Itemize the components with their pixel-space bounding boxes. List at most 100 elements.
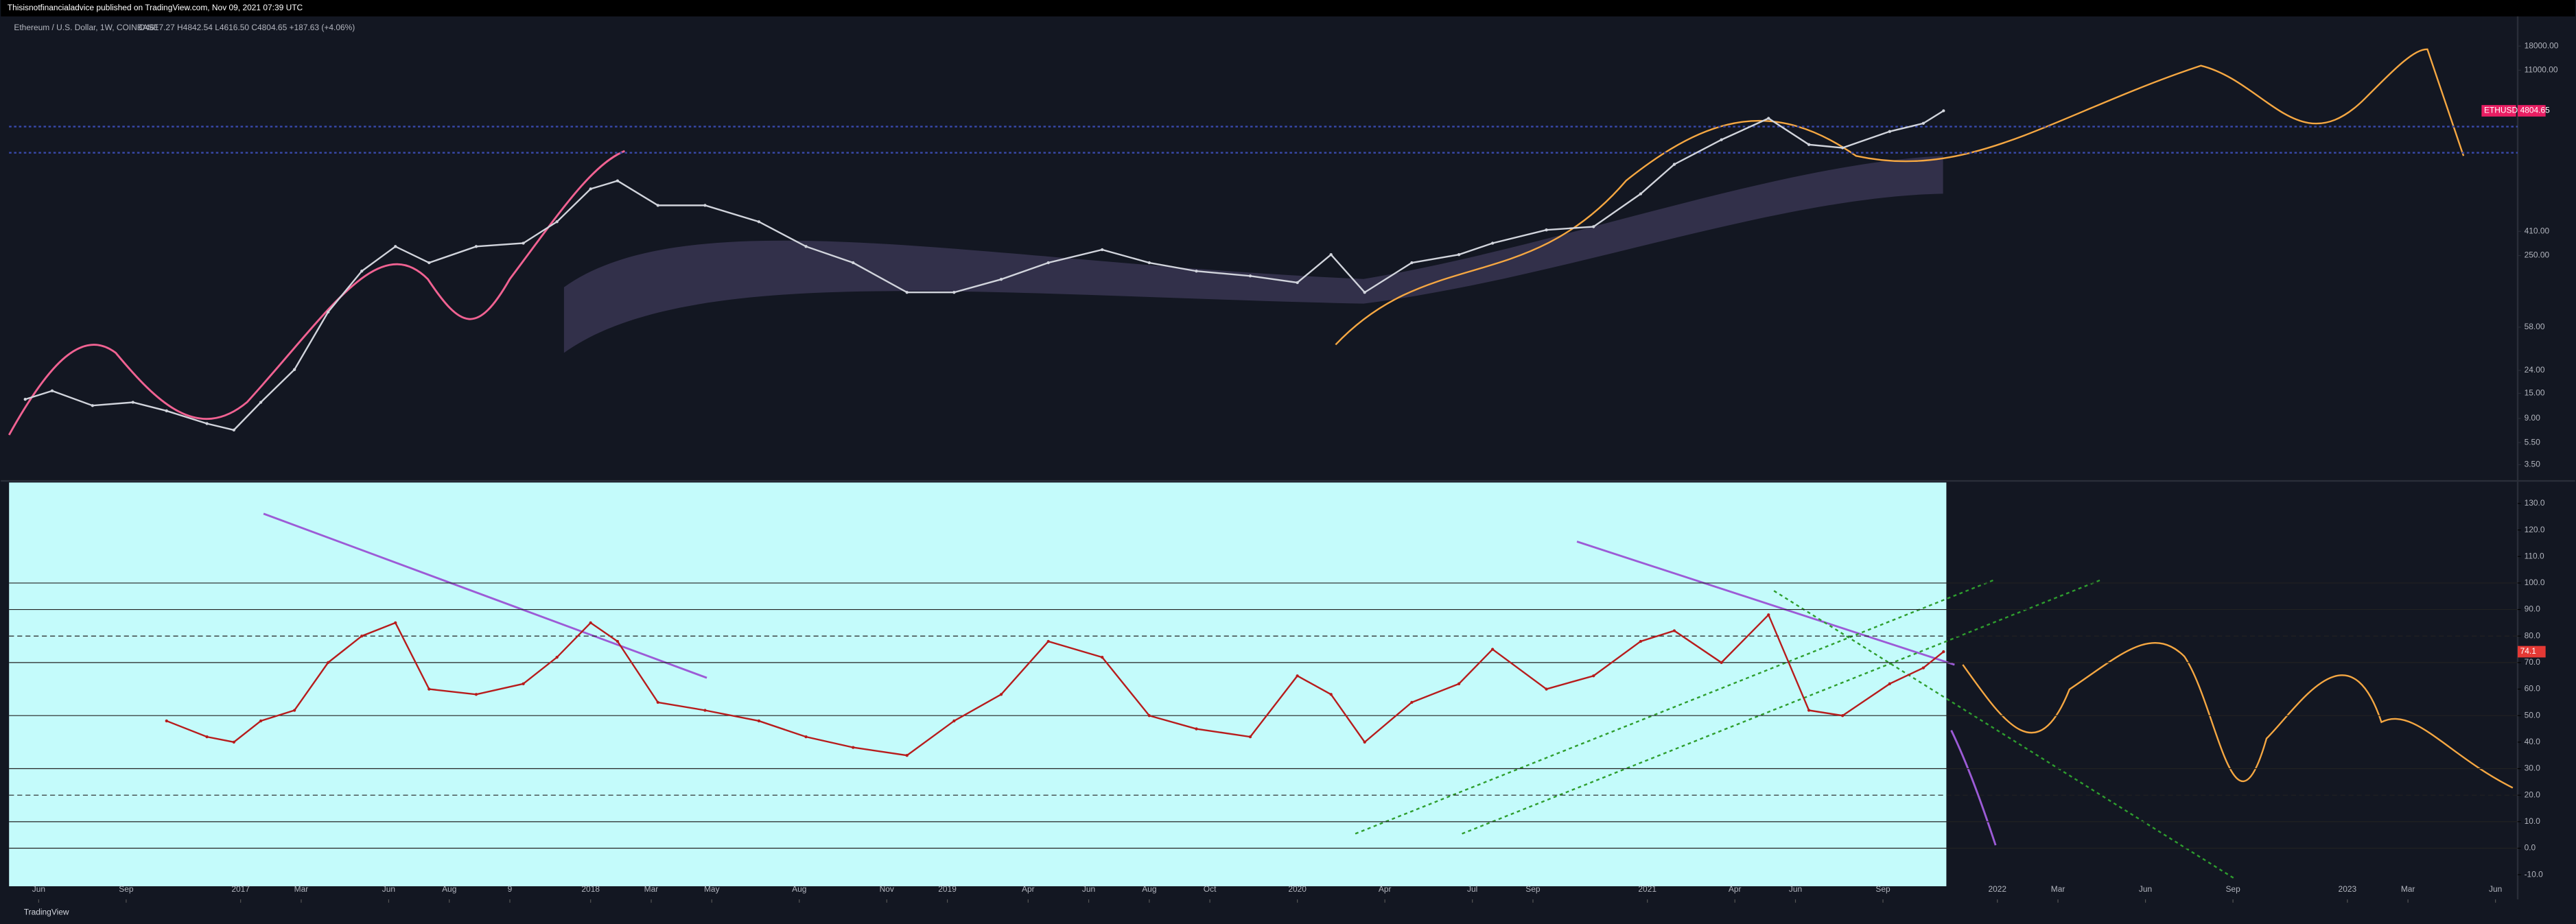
data-point: [1410, 261, 1414, 265]
x-tick-label: Nov: [880, 884, 894, 894]
x-tick-label: Jun: [2139, 884, 2152, 894]
y-tick-label: -10.0: [2525, 869, 2544, 879]
data-point: [1720, 661, 1723, 665]
data-point: [1767, 613, 1770, 617]
data-point: [232, 428, 235, 432]
data-point: [616, 179, 620, 182]
data-point: [1672, 629, 1676, 632]
data-point: [1841, 146, 1845, 150]
data-point: [1639, 639, 1643, 643]
data-point: [616, 639, 620, 643]
data-point: [1363, 740, 1366, 744]
x-tick-label: 2017: [231, 884, 250, 894]
data-point: [1545, 687, 1548, 691]
data-point: [555, 220, 559, 224]
brand: TradingView: [24, 907, 69, 916]
data-point: [1248, 274, 1252, 278]
data-point: [327, 310, 330, 313]
y-tick-label: 18000.00: [2525, 40, 2559, 50]
top-bar: [1, 0, 2575, 16]
data-point: [1767, 117, 1770, 120]
data-point: [165, 719, 168, 723]
data-point: [292, 368, 296, 371]
y-tick-label: 20.0: [2525, 790, 2541, 799]
data-point: [131, 401, 134, 404]
data-point: [589, 621, 592, 625]
data-point: [522, 241, 525, 245]
data-point: [394, 245, 397, 248]
data-point: [522, 682, 525, 685]
data-point: [259, 401, 263, 404]
trend-line: [263, 512, 1997, 846]
x-tick-label: Apr: [1379, 884, 1392, 894]
x-tick-label: 2019: [938, 884, 957, 894]
x-tick-label: Apr: [1729, 884, 1742, 894]
data-point: [589, 187, 592, 191]
ohlc-legend: O4617.27 H4842.54 L4616.50 C4804.65 +187…: [139, 23, 355, 32]
price-tag: [2518, 105, 2546, 117]
data-point: [205, 422, 209, 425]
data-point: [1195, 727, 1198, 731]
x-tick-label: Aug: [442, 884, 456, 894]
data-point: [1592, 225, 1595, 228]
data-point: [1672, 163, 1676, 166]
data-point: [952, 719, 956, 723]
data-point: [1490, 648, 1495, 651]
data-point: [1639, 192, 1643, 196]
x-tick-label: Oct: [1204, 884, 1217, 894]
x-tick-label: 2021: [1638, 884, 1656, 894]
data-point: [23, 397, 27, 401]
data-point: [1046, 639, 1050, 643]
publish-info: Thisisnotfinancialadvice published on Tr…: [8, 3, 303, 12]
y-tick-label: 30.0: [2525, 763, 2541, 773]
data-point: [1046, 261, 1050, 265]
drawing: [1335, 48, 2465, 346]
x-tick-label: Jun: [1789, 884, 1802, 894]
symbol-tag: [2481, 105, 2516, 117]
y-tick-label: 100.0: [2525, 578, 2545, 587]
data-point: [1410, 700, 1414, 704]
data-point: [165, 409, 168, 413]
data-point: [656, 204, 659, 207]
price-tag-label: 4804.65: [2520, 106, 2551, 115]
data-point: [1545, 228, 1548, 232]
data-point: [852, 746, 855, 749]
data-point: [50, 389, 54, 392]
x-tick-label: Aug: [1142, 884, 1156, 894]
data-point: [1888, 682, 1891, 685]
data-point: [757, 719, 761, 723]
data-point: [1101, 656, 1104, 659]
data-point: [703, 204, 707, 207]
data-point: [1921, 121, 1925, 125]
data-point: [1147, 261, 1151, 265]
price-tag: [2518, 645, 2546, 658]
data-point: [91, 404, 94, 407]
price-tag-label: 74.1: [2520, 646, 2537, 656]
data-point: [394, 621, 397, 625]
y-tick-label: 5.50: [2525, 437, 2541, 447]
data-point: [360, 635, 364, 638]
y-tick-label: 50.0: [2525, 710, 2541, 720]
data-point: [1490, 241, 1495, 245]
data-point: [1195, 270, 1198, 273]
drawing: [1962, 642, 2514, 789]
data-point: [999, 693, 1003, 696]
y-tick-label: 11000.00: [2525, 65, 2558, 75]
y-tick-label: 60.0: [2525, 684, 2541, 694]
x-tick-label: Mar: [2401, 884, 2415, 894]
data-point: [1807, 709, 1811, 712]
data-point: [428, 687, 431, 691]
data-point: [1841, 714, 1845, 718]
y-tick-label: 120.0: [2525, 525, 2545, 534]
data-point: [804, 735, 808, 739]
y-tick-label: 250.00: [2525, 250, 2550, 260]
y-tick-label: 410.00: [2525, 226, 2550, 235]
y-tick-label: 10.0: [2525, 816, 2541, 826]
x-tick-label: Jun: [382, 884, 395, 894]
x-tick-label: Aug: [792, 884, 806, 894]
x-tick-label: Jun: [32, 884, 45, 894]
data-point: [1457, 682, 1461, 685]
y-tick-label: 15.00: [2525, 388, 2545, 398]
